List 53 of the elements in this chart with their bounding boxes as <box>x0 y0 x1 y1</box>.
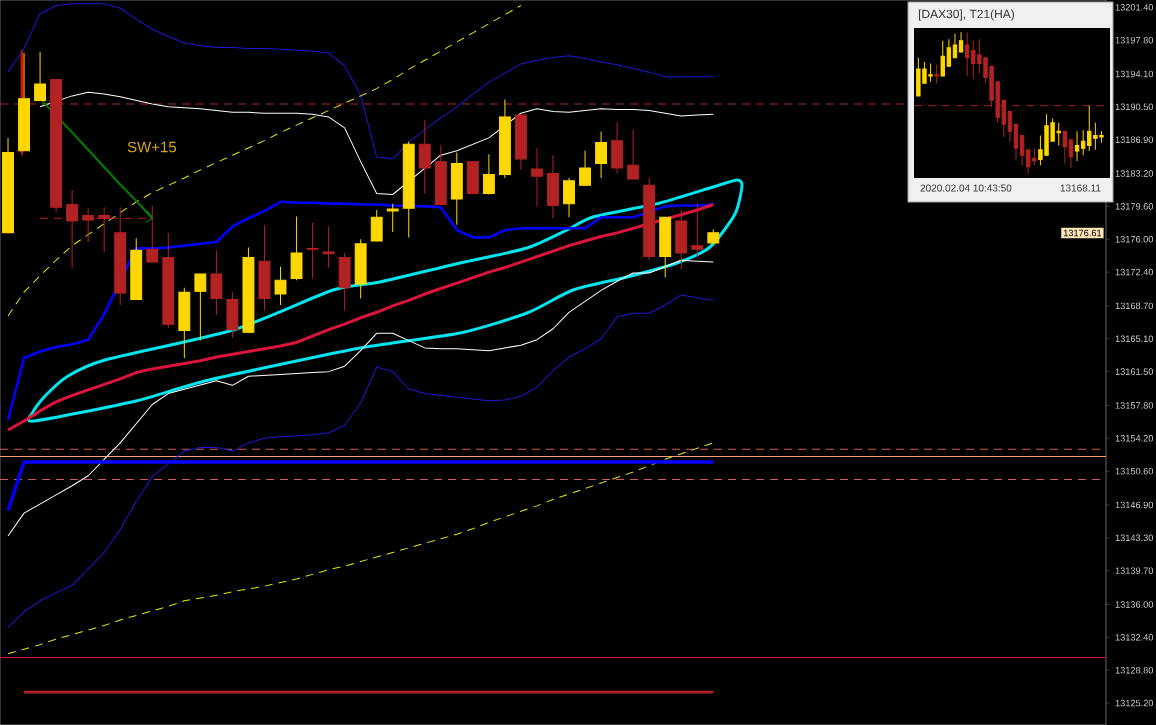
candlestick <box>595 131 608 179</box>
candlestick <box>370 209 383 242</box>
candlestick <box>627 129 640 180</box>
y-tick-label: 13197.80 <box>1115 36 1154 44</box>
y-tick-label: 13136.00 <box>1115 601 1154 608</box>
y-tick-label: 13176.00 <box>1115 235 1154 243</box>
candlestick <box>934 64 939 84</box>
y-tick-label: 13143.30 <box>1115 534 1154 542</box>
y-tick-label: 13201.40 <box>1115 4 1154 11</box>
candlestick <box>194 273 207 342</box>
y-tick-label: 13190.50 <box>1115 103 1154 111</box>
candlestick <box>1068 139 1074 169</box>
annotation: 2020.02.04 10:43:50 <box>920 184 1012 192</box>
candlestick <box>82 207 95 243</box>
candlestick <box>418 119 431 195</box>
y-tick-label: 13165.10 <box>1115 335 1154 343</box>
y-tick-label: 13179.60 <box>1115 203 1154 210</box>
y-tick-label: 13146.90 <box>1115 501 1154 509</box>
candlestick <box>531 147 543 207</box>
y-tick-label: 13128.80 <box>1115 666 1154 674</box>
candlestick <box>386 203 399 233</box>
candlestick <box>274 266 287 306</box>
candlestick <box>691 203 704 257</box>
y-tick-label: 13150.60 <box>1115 467 1154 475</box>
y-tick-label: 13157.80 <box>1115 402 1154 409</box>
y-tick-label: 13125.20 <box>1115 699 1154 707</box>
candlestick <box>482 153 495 195</box>
y-tick-label: 13183.20 <box>1115 170 1154 177</box>
candlestick <box>1019 135 1025 166</box>
candlestick <box>1007 110 1013 144</box>
annotation: SW+15 <box>127 141 177 153</box>
y-tick-label: 13186.90 <box>1115 136 1154 143</box>
candlestick <box>1074 130 1080 162</box>
candlestick <box>946 38 952 67</box>
candlestick <box>1062 130 1068 165</box>
y-tick-label: 13161.50 <box>1115 368 1154 375</box>
candlestick <box>563 177 575 218</box>
annotation: 13168.11 <box>1060 184 1101 192</box>
annotation: 13176.61 <box>1063 229 1102 237</box>
y-tick-label: 13194.10 <box>1115 70 1154 78</box>
candlestick <box>952 33 958 59</box>
y-tick-label: 13172.40 <box>1115 268 1154 276</box>
candlestick <box>34 51 47 101</box>
chart-title: [DAX30], T21(HA) <box>918 9 1015 21</box>
y-tick-label: 13132.40 <box>1115 634 1154 641</box>
candlestick <box>322 225 335 269</box>
y-tick-label: 13139.70 <box>1115 567 1154 574</box>
y-tick-label: 13154.20 <box>1115 435 1154 442</box>
y-tick-label: 13168.70 <box>1115 302 1154 310</box>
candlestick <box>306 222 319 279</box>
candlestick <box>579 150 591 186</box>
candlestick <box>940 40 945 77</box>
candlestick <box>958 31 964 53</box>
